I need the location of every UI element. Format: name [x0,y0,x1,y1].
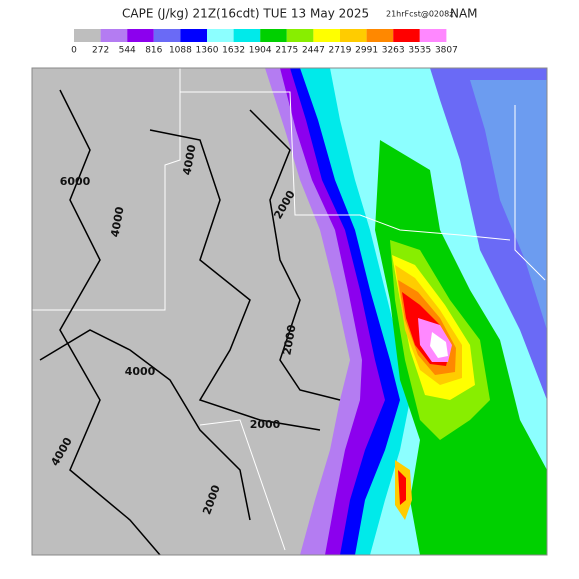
model: NAM [450,7,478,21]
legend-label: 1632 [222,46,245,56]
legend-label: 1360 [196,46,219,56]
legend-swatch [286,29,314,42]
legend-label: 0 [71,46,77,56]
legend-swatch [260,29,287,42]
contour-label: 2000 [250,418,281,431]
contour [59,89,161,556]
border [32,68,181,311]
legend-label: 2447 [302,46,325,56]
legend-label: 2175 [275,46,298,56]
legend-swatch [366,29,394,42]
legend-label: 1088 [169,46,192,56]
legend-label: 2991 [355,46,378,56]
legend-swatch [233,29,261,42]
title: CAPE (J/kg) 21Z(16cdt) TUE 13 May 2025 [122,7,369,21]
state-borders [32,68,546,551]
contour-label: 4000 [108,205,126,238]
legend-swatch [207,29,234,42]
legend-label: 3263 [382,46,405,56]
border [180,91,511,241]
border [514,105,546,281]
legend-swatch [74,29,101,42]
legend-label: 272 [92,46,109,56]
legend-swatch [393,29,420,42]
border [199,419,286,551]
contour-label: 4000 [180,143,198,176]
legend-swatch [100,29,128,42]
legend-swatch [313,29,340,42]
legend-label: 3807 [435,46,458,56]
map-frame [31,67,548,556]
legend-swatch [419,29,447,42]
forecast: 21hrFcst@0208z [386,10,453,19]
legend-swatch [127,29,154,42]
contour-label: 6000 [60,175,91,188]
contour [39,329,251,521]
legend: 0 272 544 816 1088 1360 1632 1904 2175 2447 2719 29… [71,29,458,56]
legend-label: 3535 [408,46,431,56]
cape-area [430,332,448,358]
legend-label: 816 [145,46,162,56]
legend-label: 1904 [249,46,272,56]
contours [39,89,341,556]
contour-label: 2000 [280,323,298,356]
legend-label: 2719 [329,46,352,56]
legend-swatch [180,29,207,42]
contour-label: 4000 [125,365,156,378]
cape-area [470,80,547,330]
contour [149,129,321,431]
legend-label: 544 [119,46,136,56]
contour [249,109,341,401]
cape-area [398,470,406,505]
legend-swatch [153,29,181,42]
legend-swatch [340,29,367,42]
